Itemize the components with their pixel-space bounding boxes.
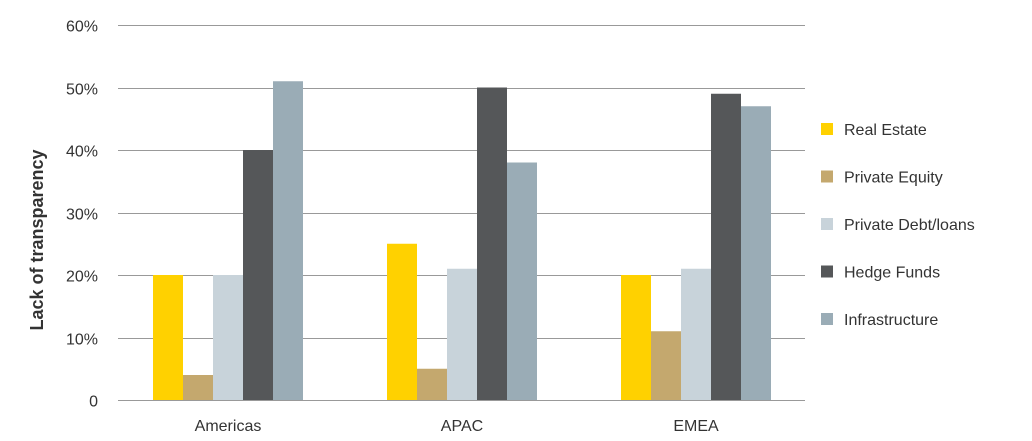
bar-infrastructure-apac: [507, 162, 537, 400]
bar-infrastructure-emea: [741, 106, 771, 400]
bar-hedge-funds-apac: [477, 87, 507, 400]
legend-swatch: [821, 123, 833, 135]
bar-private-debt-loans-americas: [213, 275, 243, 400]
bar-infrastructure-americas: [273, 81, 303, 400]
legend-label: Hedge Funds: [844, 265, 940, 282]
legend-item: Real Estate: [821, 122, 927, 139]
bar-private-equity-emea: [651, 331, 681, 400]
bar-private-debt-loans-emea: [681, 268, 711, 400]
y-tick-label: 10%: [66, 332, 98, 349]
y-axis-title: Lack of transparency: [27, 149, 47, 330]
bar-private-equity-apac: [417, 368, 447, 400]
legend-label: Real Estate: [844, 122, 927, 139]
y-tick-label: 0: [89, 394, 98, 411]
bar-private-equity-americas: [183, 375, 213, 400]
legend: Real Estate Private Equity Private Debt/lo…: [821, 122, 975, 329]
x-axis-ticks: Americas APAC EMEA: [195, 418, 719, 435]
x-tick-label: EMEA: [673, 418, 719, 435]
legend-label: Private Debt/loans: [844, 217, 975, 234]
y-tick-label: 30%: [66, 207, 98, 224]
bar-real-estate-americas: [153, 275, 183, 400]
legend-swatch: [821, 170, 833, 183]
x-tick-label: APAC: [441, 418, 483, 435]
bar-hedge-funds-emea: [711, 93, 741, 400]
legend-swatch: [821, 313, 833, 325]
bar-hedge-funds-americas: [243, 150, 273, 400]
legend-item: Hedge Funds: [821, 265, 940, 282]
legend-item: Private Debt/loans: [821, 217, 975, 234]
bar-real-estate-emea: [621, 275, 651, 400]
bar-private-debt-loans-apac: [447, 268, 477, 400]
bar-real-estate-apac: [387, 243, 417, 400]
legend-label: Infrastructure: [844, 312, 938, 329]
legend-label: Private Equity: [844, 170, 943, 187]
y-tick-label: 50%: [66, 82, 98, 99]
legend-item: Private Equity: [821, 170, 943, 187]
bars: [153, 81, 771, 400]
legend-swatch: [821, 218, 833, 230]
y-tick-label: 60%: [66, 19, 98, 36]
legend-swatch: [821, 265, 833, 278]
legend-item: Infrastructure: [821, 312, 938, 329]
x-tick-label: Americas: [195, 418, 262, 435]
y-tick-label: 40%: [66, 144, 98, 161]
y-tick-label: 20%: [66, 269, 98, 286]
y-axis-ticks: 0 10% 20% 30% 40% 50% 60%: [66, 19, 98, 411]
